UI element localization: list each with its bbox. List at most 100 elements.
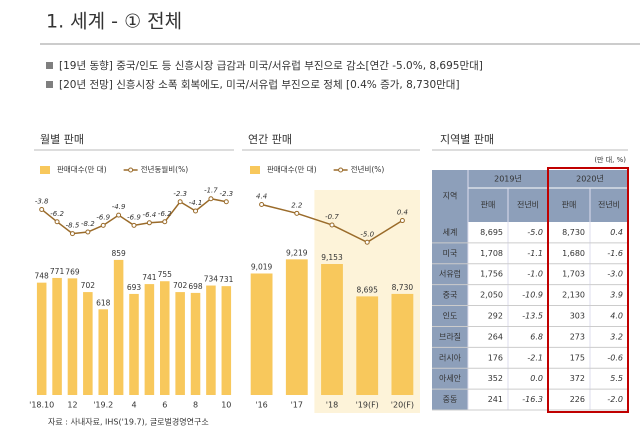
bullet-icon bbox=[46, 81, 53, 88]
data-label: 9,153 bbox=[321, 253, 343, 262]
x-tick-label: '20(F) bbox=[391, 401, 414, 410]
table-unit: (만 대, %) bbox=[594, 155, 626, 164]
data-label: -4.9 bbox=[112, 203, 126, 211]
table-cell: 273 bbox=[570, 332, 585, 341]
legend-label: 판매대수(만 대) bbox=[267, 165, 317, 174]
bar bbox=[113, 259, 124, 395]
line-point bbox=[364, 239, 370, 245]
table-cell: 292 bbox=[488, 312, 503, 321]
table-cell: -5.0 bbox=[527, 228, 543, 237]
table-cell: 러시아 bbox=[439, 352, 462, 362]
table-cell: 5.5 bbox=[610, 374, 623, 383]
bar bbox=[67, 278, 78, 395]
legend-swatch bbox=[128, 167, 134, 173]
line-point bbox=[223, 199, 229, 205]
table-cell: 8,695 bbox=[480, 228, 503, 237]
line-point bbox=[177, 199, 183, 205]
data-label: -6.9 bbox=[96, 213, 110, 221]
line-point bbox=[294, 210, 300, 216]
x-tick-label: 10 bbox=[221, 401, 231, 410]
data-label: 734 bbox=[204, 275, 219, 284]
data-label: -0.7 bbox=[325, 213, 339, 221]
bar bbox=[98, 309, 108, 395]
table-cell: 6.8 bbox=[530, 332, 543, 341]
highlight-frame bbox=[547, 167, 629, 413]
line-point bbox=[39, 206, 45, 212]
table-cell: -2.0 bbox=[607, 395, 623, 404]
data-label: -6.2 bbox=[158, 210, 172, 218]
bar bbox=[321, 264, 343, 395]
bar bbox=[175, 292, 185, 395]
data-label: 859 bbox=[111, 249, 126, 258]
data-label: 8,695 bbox=[356, 285, 378, 294]
line-point bbox=[131, 222, 137, 228]
table-cell: 1,680 bbox=[562, 249, 585, 258]
data-label: 702 bbox=[173, 281, 188, 290]
line-point bbox=[259, 201, 265, 207]
bar bbox=[356, 296, 379, 395]
table-cell: 아세안 bbox=[439, 373, 462, 383]
data-label: -1.7 bbox=[204, 187, 218, 195]
bar bbox=[144, 284, 155, 395]
bar bbox=[160, 281, 170, 395]
legend-swatch bbox=[40, 166, 50, 174]
table-cell: 중국 bbox=[443, 291, 458, 300]
table-header-cell: 판매 bbox=[481, 201, 496, 210]
line-point bbox=[399, 218, 405, 224]
table-cell: -2.1 bbox=[527, 353, 543, 362]
line-point bbox=[193, 208, 199, 214]
table-header-bg bbox=[432, 170, 628, 222]
chart-title: 월별 판매 bbox=[40, 133, 84, 146]
data-label: 702 bbox=[81, 281, 96, 290]
data-label: -2.3 bbox=[173, 190, 187, 198]
x-tick-label: '17 bbox=[291, 401, 303, 410]
table-cell: 372 bbox=[570, 374, 585, 383]
data-label: -3.8 bbox=[35, 197, 49, 205]
data-label: 0.4 bbox=[397, 209, 408, 217]
table-cell: 1,708 bbox=[480, 249, 503, 258]
data-label: 618 bbox=[96, 298, 111, 307]
table-cell: 인도 bbox=[443, 311, 458, 321]
bar bbox=[285, 259, 308, 395]
data-label: -8.2 bbox=[81, 220, 95, 228]
table-cell: 중동 bbox=[443, 395, 458, 404]
data-label: -6.2 bbox=[50, 210, 64, 218]
line-point bbox=[116, 212, 122, 218]
x-tick-label: 4 bbox=[131, 401, 136, 410]
line-point bbox=[69, 231, 75, 237]
data-label: 769 bbox=[65, 267, 80, 276]
bullet-icon bbox=[46, 62, 53, 69]
table-cell: 241 bbox=[488, 395, 503, 404]
line-point bbox=[329, 222, 335, 228]
data-label: 4.4 bbox=[256, 192, 267, 200]
bullet-text: [19년 동향] 중국/인도 등 신흥시장 급감과 미국/서유럽 부진으로 감소… bbox=[59, 59, 483, 72]
data-label: -6.4 bbox=[143, 211, 157, 219]
x-tick-label: '18 bbox=[326, 401, 338, 410]
bar bbox=[129, 293, 139, 395]
x-tick-label: '18.10 bbox=[29, 401, 54, 410]
table-cell: 세계 bbox=[443, 227, 458, 237]
x-tick-label: 12 bbox=[67, 401, 77, 410]
line-point bbox=[100, 222, 106, 228]
bar bbox=[221, 286, 232, 395]
data-label: -4.1 bbox=[189, 199, 203, 207]
table-cell: -10.9 bbox=[522, 291, 543, 300]
x-tick-label: 8 bbox=[193, 401, 198, 410]
data-label: 8,730 bbox=[392, 283, 414, 292]
bar bbox=[250, 273, 273, 395]
bar bbox=[190, 292, 201, 395]
data-label: -6.9 bbox=[127, 213, 141, 221]
table-cell: 264 bbox=[488, 332, 503, 341]
table-region-bg bbox=[432, 222, 468, 410]
table-cell: -16.3 bbox=[522, 395, 543, 404]
table-cell: 브라질 bbox=[439, 332, 461, 341]
legend-label: 전년비(%) bbox=[351, 164, 385, 174]
table-cell: 3.9 bbox=[610, 291, 623, 300]
x-tick-label: '16 bbox=[255, 401, 267, 410]
table-title: 지역별 판매 bbox=[440, 133, 494, 146]
table-cell: 352 bbox=[488, 374, 503, 383]
bullet-text: [20년 전망] 신흥시장 소폭 회복에도, 미국/서유럽 부진으로 정체 [0… bbox=[59, 78, 460, 91]
table-cell: 176 bbox=[488, 353, 503, 362]
data-label: 9,019 bbox=[251, 262, 273, 271]
